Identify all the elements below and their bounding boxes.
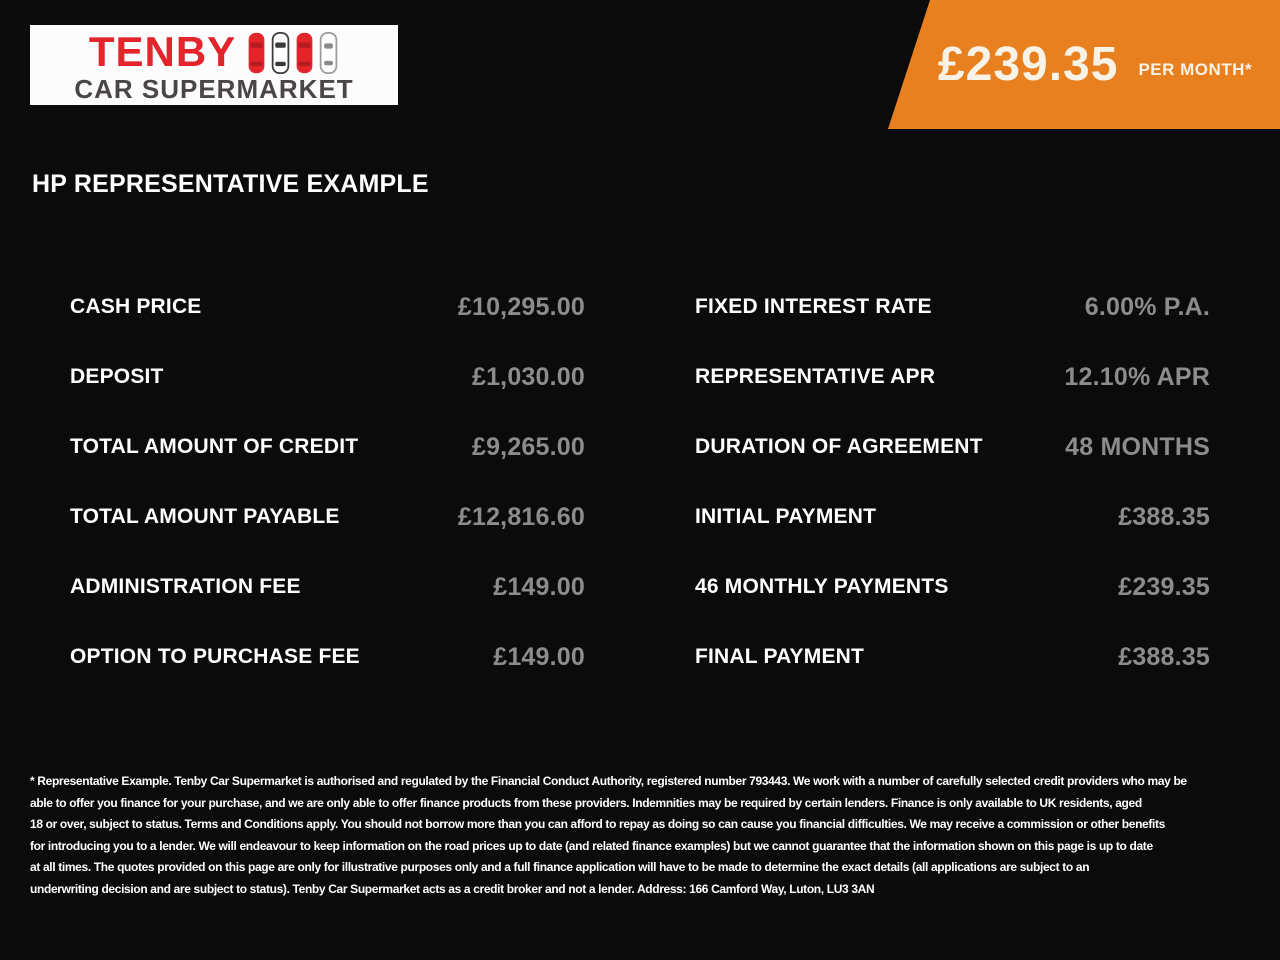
- table-row: DEPOSIT £1,030.00: [70, 342, 585, 412]
- disclaimer-line: * Representative Example. Tenby Car Supe…: [30, 774, 1187, 788]
- row-label: ADMINISTRATION FEE: [70, 575, 301, 598]
- row-value: £388.35: [1118, 502, 1210, 531]
- car-top-view-grey-icon: [318, 31, 339, 75]
- row-value: £149.00: [493, 572, 585, 601]
- per-month-label: PER MONTH*: [1138, 59, 1253, 79]
- table-row: FIXED INTEREST RATE 6.00% P.A.: [695, 272, 1210, 342]
- monthly-price: £239.35: [937, 37, 1119, 91]
- row-label: DURATION OF AGREEMENT: [695, 435, 983, 458]
- row-value: £10,295.00: [457, 292, 585, 321]
- car-top-view-red-icon: [294, 31, 315, 75]
- finance-table-right-column: FIXED INTEREST RATE 6.00% P.A. REPRESENT…: [695, 272, 1210, 692]
- table-row: FINAL PAYMENT £388.35: [695, 622, 1210, 692]
- row-label: OPTION TO PURCHASE FEE: [70, 645, 360, 668]
- row-label: FIXED INTEREST RATE: [695, 295, 932, 318]
- table-row: CASH PRICE £10,295.00: [70, 272, 585, 342]
- row-value: £12,816.60: [457, 502, 585, 531]
- tenby-logo: TENBY: [30, 25, 398, 105]
- logo-subtitle: CAR SUPERMARKET: [74, 73, 354, 104]
- car-top-view-white-icon: [270, 31, 291, 75]
- table-row: INITIAL PAYMENT £388.35: [695, 482, 1210, 552]
- monthly-price-banner: £239.35 PER MONTH*: [888, 0, 1280, 129]
- row-value: 6.00% P.A.: [1084, 292, 1210, 321]
- row-label: FINAL PAYMENT: [695, 645, 865, 668]
- table-row: TOTAL AMOUNT PAYABLE £12,816.60: [70, 482, 585, 552]
- logo-brand-name: TENBY: [88, 27, 237, 75]
- row-label: REPRESENTATIVE APR: [695, 365, 936, 388]
- disclaimer-line: able to offer you finance for your purch…: [30, 795, 1142, 810]
- row-value: £1,030.00: [471, 362, 585, 391]
- table-row: DURATION OF AGREEMENT 48 MONTHS: [695, 412, 1210, 482]
- finance-table-left-column: CASH PRICE £10,295.00 DEPOSIT £1,030.00 …: [70, 272, 585, 692]
- row-value: 48 MONTHS: [1065, 432, 1210, 461]
- disclaimer-line: at all times. The quotes provided on thi…: [30, 860, 1090, 875]
- logo-car-icons: [246, 31, 339, 75]
- table-row: 46 MONTHLY PAYMENTS £239.35: [695, 552, 1210, 622]
- monthly-price-banner-content: £239.35 PER MONTH*: [908, 37, 1253, 91]
- row-label: TOTAL AMOUNT PAYABLE: [70, 505, 340, 528]
- logo-top-row: TENBY: [89, 29, 339, 75]
- row-label: TOTAL AMOUNT OF CREDIT: [70, 435, 359, 458]
- disclaimer-line: for introducing you to a lender. We will…: [30, 838, 1153, 853]
- disclaimer-line: 18 or over, subject to status. Terms and…: [30, 817, 1165, 832]
- row-value: £239.35: [1118, 572, 1210, 601]
- row-label: CASH PRICE: [70, 295, 202, 318]
- table-row: OPTION TO PURCHASE FEE £149.00: [70, 622, 585, 692]
- row-value: £149.00: [493, 642, 585, 671]
- row-value: £388.35: [1118, 642, 1210, 671]
- disclaimer-line: underwriting decision and are subject to…: [30, 881, 875, 896]
- legal-disclaimer: * Representative Example. Tenby Car Supe…: [30, 771, 1276, 901]
- car-top-view-red-icon: [246, 31, 267, 75]
- row-value: 12.10% APR: [1064, 362, 1210, 391]
- table-row: ADMINISTRATION FEE £149.00: [70, 552, 585, 622]
- table-row: TOTAL AMOUNT OF CREDIT £9,265.00: [70, 412, 585, 482]
- row-label: INITIAL PAYMENT: [695, 505, 877, 528]
- page-title: HP REPRESENTATIVE EXAMPLE: [32, 170, 429, 198]
- table-row: REPRESENTATIVE APR 12.10% APR: [695, 342, 1210, 412]
- row-value: £9,265.00: [471, 432, 585, 461]
- row-label: DEPOSIT: [70, 365, 164, 388]
- row-label: 46 MONTHLY PAYMENTS: [695, 575, 949, 598]
